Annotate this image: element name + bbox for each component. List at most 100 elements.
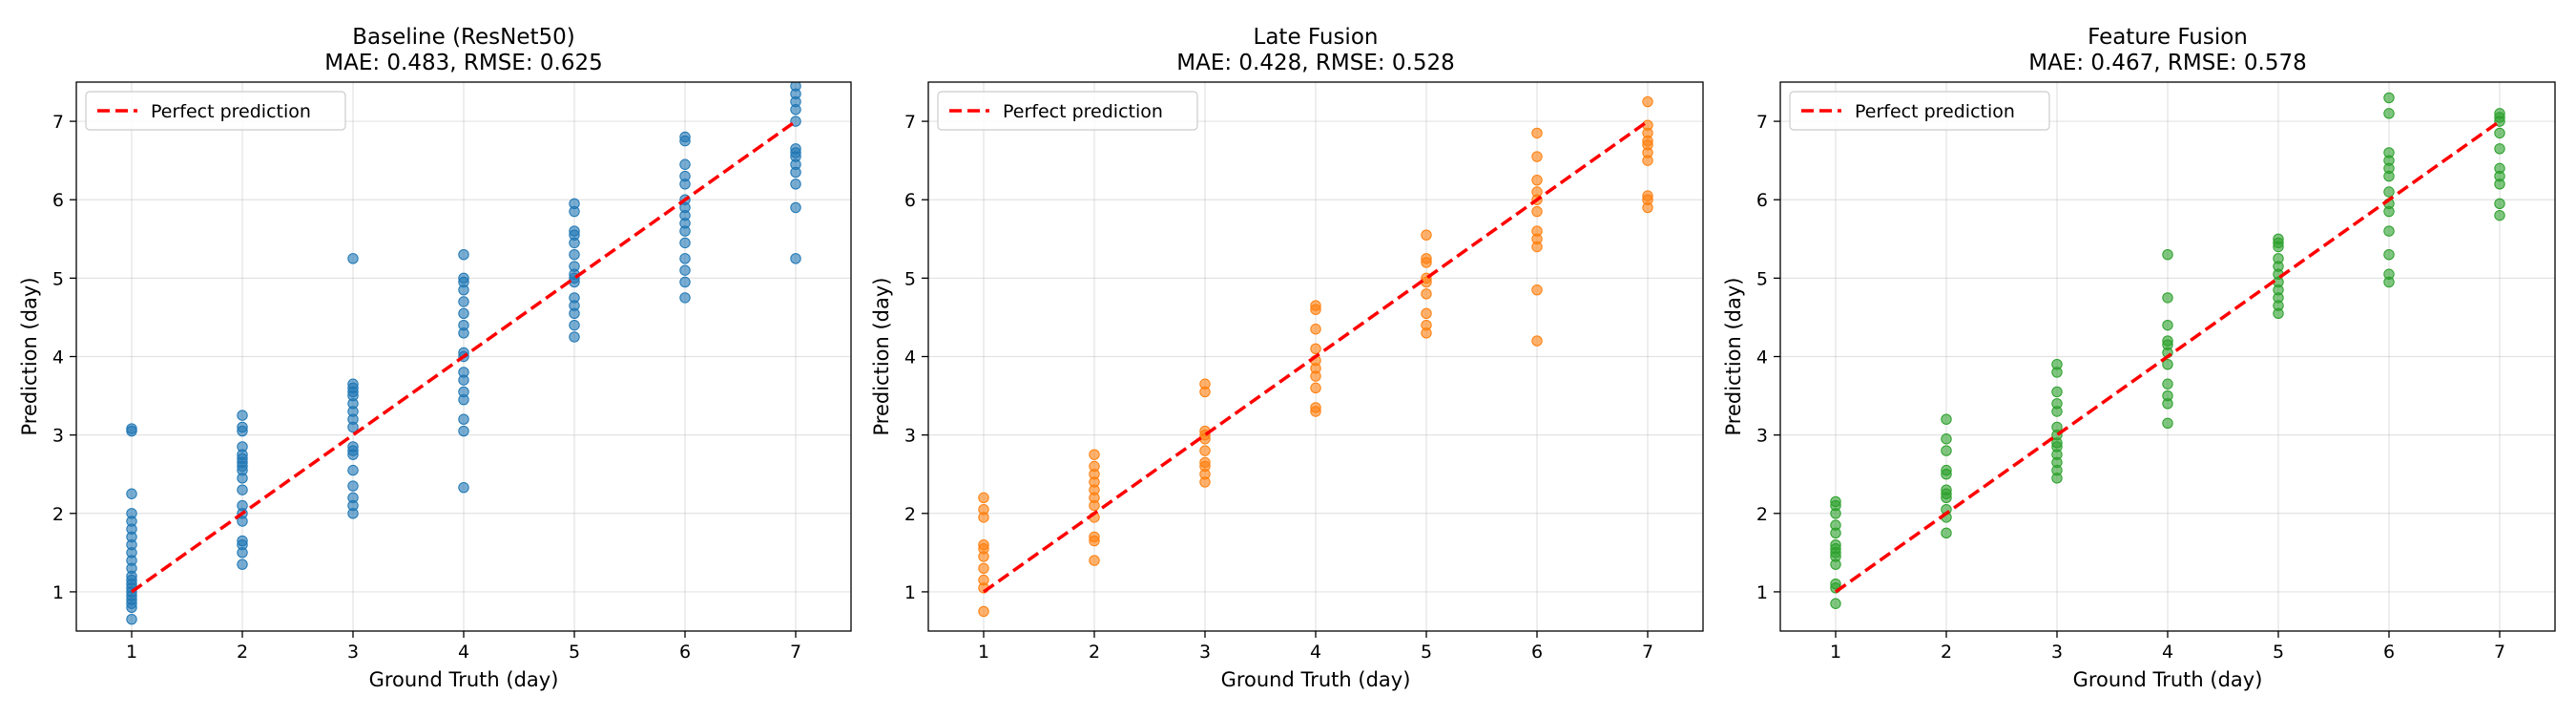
data-point: [237, 535, 248, 547]
data-point: [1421, 253, 1432, 264]
data-point: [458, 272, 469, 284]
data-point: [2383, 186, 2395, 198]
data-point: [458, 319, 469, 331]
legend-label: Perfect prediction: [1003, 101, 1163, 122]
x-tick-label: 5: [569, 642, 580, 663]
y-axis-label: Prediction (day): [1722, 277, 1745, 435]
data-point: [679, 276, 691, 288]
x-tick-label: 5: [1421, 642, 1432, 663]
x-tick-label: 5: [2273, 642, 2284, 663]
data-point: [1941, 527, 1952, 539]
data-point: [679, 292, 691, 304]
data-point: [237, 499, 248, 512]
data-point: [679, 170, 691, 182]
data-point: [569, 319, 580, 331]
legend: Perfect prediction: [1789, 91, 2050, 131]
data-point: [347, 378, 359, 390]
data-point: [1531, 186, 1543, 198]
y-tick-label: 7: [52, 112, 64, 133]
data-point: [2383, 249, 2395, 261]
x-tick-label: 1: [978, 642, 989, 663]
x-tick-label: 3: [1199, 642, 1211, 663]
data-point: [237, 441, 248, 453]
data-point: [1089, 449, 1100, 460]
data-point: [2162, 378, 2173, 390]
data-point: [2051, 359, 2063, 370]
legend: Perfect prediction: [85, 91, 346, 131]
y-tick-label: 4: [904, 347, 916, 369]
y-tick-label: 3: [904, 426, 916, 447]
data-point: [1830, 579, 1841, 590]
data-point: [978, 538, 989, 551]
data-point: [679, 158, 691, 170]
data-point: [1199, 456, 1211, 469]
chart-title: Feature Fusion: [2088, 25, 2248, 50]
data-point: [790, 179, 801, 190]
data-point: [978, 605, 989, 618]
data-point: [458, 249, 469, 261]
data-point: [1941, 433, 1952, 445]
data-point: [2383, 268, 2395, 280]
data-point: [1642, 190, 1653, 201]
y-tick-label: 5: [904, 268, 916, 289]
data-point: [978, 562, 989, 574]
y-tick-label: 5: [52, 268, 64, 289]
data-point: [2494, 162, 2505, 175]
data-point: [2051, 421, 2063, 433]
y-axis-label: Prediction (day): [18, 277, 41, 435]
data-point: [1199, 445, 1211, 456]
data-point: [1830, 598, 1841, 609]
y-tick-label: 7: [1756, 112, 1768, 133]
data-point: [2051, 386, 2063, 398]
data-point: [126, 613, 137, 625]
data-point: [1310, 402, 1321, 413]
data-point: [2162, 335, 2173, 347]
data-point: [2383, 108, 2395, 119]
data-point: [347, 492, 359, 504]
x-tick-label: 1: [1830, 642, 1841, 663]
data-point: [569, 198, 580, 210]
y-tick-label: 6: [1756, 190, 1768, 211]
data-point: [1642, 95, 1653, 108]
data-point: [2494, 143, 2505, 155]
data-point: [569, 331, 580, 343]
data-point: [1531, 127, 1543, 139]
data-point: [458, 481, 469, 494]
data-point: [237, 484, 248, 495]
x-tick-label: 4: [2162, 642, 2173, 663]
data-point: [1089, 531, 1100, 543]
data-point: [790, 143, 801, 155]
y-tick-label: 2: [904, 504, 916, 525]
x-tick-label: 7: [1642, 642, 1653, 663]
data-point: [1531, 335, 1543, 347]
x-tick-label: 7: [790, 642, 801, 663]
perfect-prediction-line: [982, 119, 1650, 594]
x-tick-label: 6: [679, 642, 691, 663]
x-tick-label: 3: [2051, 642, 2063, 663]
data-point: [1199, 378, 1211, 390]
chart-title: Late Fusion: [1254, 25, 1379, 50]
data-point: [458, 386, 469, 398]
perfect-prediction-line: [130, 119, 798, 594]
y-tick-label: 1: [904, 582, 916, 603]
x-axis-label: Ground Truth (day): [2073, 668, 2263, 691]
data-point: [347, 480, 359, 492]
x-tick-label: 2: [1089, 642, 1100, 663]
data-point: [2494, 108, 2505, 119]
data-point: [2494, 209, 2505, 221]
legend-label: Perfect prediction: [151, 101, 311, 122]
data-point: [2162, 249, 2173, 261]
legend-box: [937, 91, 1198, 131]
legend-box: [85, 91, 346, 131]
y-tick-label: 3: [52, 426, 64, 447]
data-point: [347, 253, 359, 264]
data-point: [1310, 300, 1321, 311]
data-point: [237, 558, 248, 570]
x-tick-label: 2: [1941, 642, 1952, 663]
data-point: [2273, 253, 2284, 264]
data-point: [978, 492, 989, 504]
data-point: [458, 367, 469, 378]
data-point: [1421, 319, 1432, 331]
y-axis-label: Prediction (day): [870, 277, 893, 435]
